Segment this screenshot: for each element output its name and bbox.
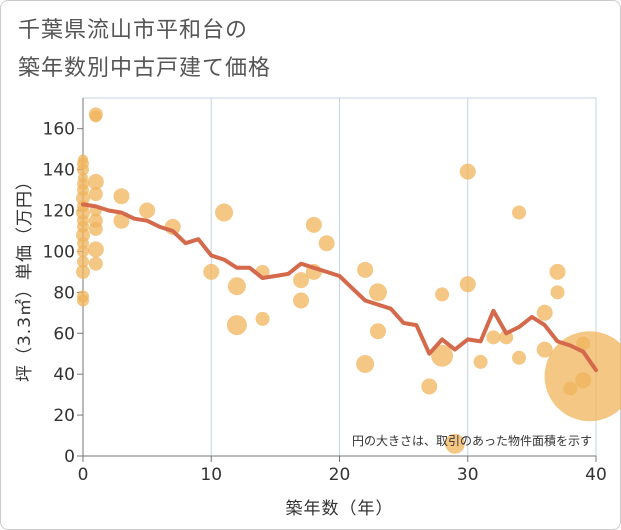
data-point [203, 263, 220, 280]
data-point [318, 235, 335, 252]
data-point [512, 350, 527, 365]
data-point [77, 245, 89, 258]
y-tick-label: 0 [64, 447, 75, 467]
data-point [473, 354, 488, 369]
data-point [77, 255, 89, 268]
data-point [435, 287, 450, 302]
data-point [499, 330, 514, 345]
data-point [550, 285, 565, 300]
y-tick-label: 20 [53, 406, 75, 426]
data-point [215, 203, 234, 222]
data-point [305, 216, 322, 233]
y-tick-label: 160 [43, 120, 75, 140]
data-point [356, 354, 375, 373]
y-tick-label: 140 [43, 161, 75, 181]
y-axis-label: 坪（3.3㎡）単価（万円） [15, 172, 35, 382]
data-point [357, 261, 374, 278]
x-tick-label: 20 [329, 465, 351, 485]
chart-title-line2: 築年数別中古戸建て価格 [18, 56, 272, 81]
data-point [87, 173, 104, 190]
data-point [77, 163, 89, 176]
y-tick-label: 40 [53, 365, 75, 385]
data-point [369, 323, 386, 340]
size-legend-note: 円の大きさは、取引のあった物件面積を示す [352, 433, 592, 448]
data-point [226, 315, 247, 336]
data-point [549, 263, 566, 280]
data-point [536, 304, 553, 321]
x-tick-label: 0 [78, 465, 89, 485]
data-point [88, 221, 103, 236]
x-axis-label: 築年数（年） [286, 499, 394, 519]
chart-title: 千葉県流山市平和台の 築年数別中古戸建て価格 [18, 12, 271, 88]
data-point [255, 311, 270, 326]
average-line [81, 202, 598, 373]
data-point [87, 241, 104, 258]
data-point [459, 276, 476, 293]
data-point [76, 264, 90, 279]
data-point [544, 331, 621, 422]
x-tick-label: 10 [200, 465, 222, 485]
x-tick-label: 40 [585, 465, 607, 485]
data-point [368, 283, 387, 302]
data-point [421, 378, 438, 395]
data-point [293, 272, 310, 289]
data-point [77, 294, 89, 307]
data-point [536, 341, 553, 358]
y-tick-label: 100 [43, 242, 75, 262]
data-point [89, 110, 102, 123]
y-tick-label: 80 [53, 283, 75, 303]
y-tick-label: 60 [53, 324, 75, 344]
y-tick-label: 120 [43, 202, 75, 222]
data-point [486, 330, 501, 345]
data-point [512, 205, 527, 220]
data-point [444, 433, 465, 454]
x-tick-label: 30 [457, 465, 479, 485]
data-point [88, 187, 103, 202]
data-point [459, 163, 476, 180]
data-point [293, 292, 310, 309]
data-point [139, 202, 156, 219]
data-point [227, 277, 246, 296]
data-point [431, 344, 454, 367]
data-point [113, 188, 130, 205]
chart-title-line1: 千葉県流山市平和台の [18, 18, 249, 43]
data-point [113, 212, 130, 229]
data-point [88, 256, 103, 271]
